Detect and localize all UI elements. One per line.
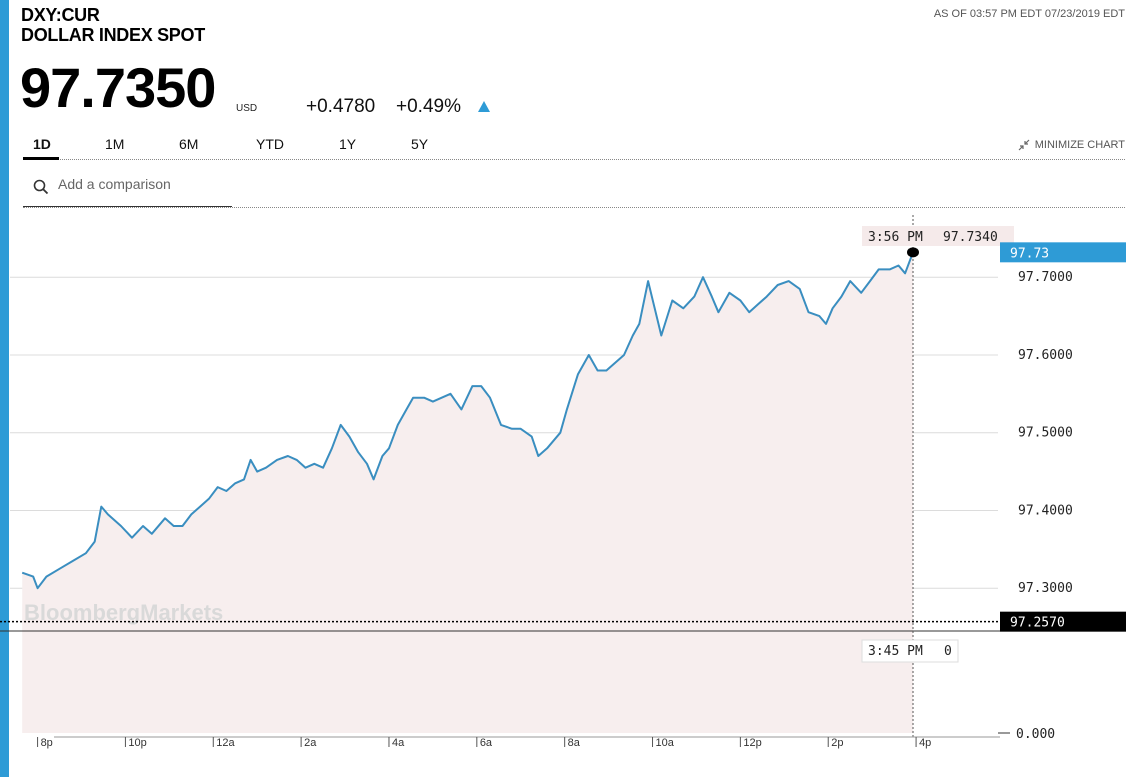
crosshair-label-bg [862, 226, 1014, 246]
ticker-symbol: DXY:CUR [21, 5, 100, 25]
price-change: +0.4780 [306, 96, 376, 117]
x-tick-label: 8a [568, 737, 581, 749]
tab-5y[interactable]: 5Y [411, 136, 429, 152]
x-tick-label: 10p [128, 737, 146, 749]
previous-close-label: 97.2570 [1010, 616, 1065, 631]
crosshair-lower-value-label: 0 [944, 644, 952, 659]
minimize-icon [1018, 139, 1030, 151]
x-tick-label: 10a [656, 737, 675, 749]
y-tick-label: 97.5000 [1018, 426, 1073, 441]
comparison-search [23, 170, 232, 207]
crosshair-lower-label-bg [861, 639, 959, 663]
last-price: 97.7350 [20, 56, 216, 119]
x-tick-label: 6a [480, 737, 493, 749]
crosshair-value-label: 97.7340 [943, 230, 998, 245]
tab-1d[interactable]: 1D [33, 136, 51, 152]
up-arrow-icon [478, 101, 490, 112]
y-tick-label: 97.7000 [1018, 270, 1073, 285]
accent-bar [0, 0, 9, 777]
tab-1y[interactable]: 1Y [339, 136, 357, 152]
tab-1m[interactable]: 1M [105, 136, 125, 152]
minimize-chart-label: MINIMIZE CHART [1034, 139, 1125, 151]
price-area [22, 252, 913, 734]
volume-y-tick-label: 0.000 [1016, 727, 1055, 742]
timeframe-tabs: 1D 1M 6M YTD 1Y 5Y [23, 130, 1125, 160]
x-tick-label: 2a [304, 737, 317, 749]
x-tick-label: 4p [919, 737, 931, 749]
currency-label: USD [236, 103, 258, 114]
bloomberg-watermark: BloombergMarkets [24, 600, 223, 625]
search-icon [33, 179, 49, 195]
y-tick-label: 97.6000 [1018, 348, 1073, 363]
x-tick-label: 12a [216, 737, 235, 749]
tab-ytd[interactable]: YTD [256, 136, 284, 152]
x-tick-label: 2p [831, 737, 843, 749]
x-tick-label: 8p [41, 737, 53, 749]
price-line [21, 251, 914, 590]
y-tick-label: 97.4000 [1018, 503, 1073, 518]
price-change-percent: +0.49% [396, 96, 461, 117]
minimize-chart-button[interactable]: MINIMIZE CHART [1018, 139, 1125, 151]
last-value-label: 97.73 [1010, 246, 1049, 261]
active-tab-indicator [23, 157, 59, 160]
x-tick-label: 12p [743, 737, 761, 749]
crosshair-lower-time-label: 3:45 PM [868, 644, 923, 659]
last-point-marker [907, 247, 919, 258]
comparison-bar [23, 160, 1125, 208]
last-value-badge [1000, 242, 1126, 263]
comparison-search-input[interactable] [58, 176, 228, 192]
crosshair-time-label: 3:56 PM [868, 230, 923, 245]
previous-close-badge [1000, 611, 1126, 632]
tab-6m[interactable]: 6M [179, 136, 199, 152]
x-tick-label: 4a [392, 737, 405, 749]
as-of-timestamp: AS OF 03:57 PM EDT 07/23/2019 EDT [933, 8, 1125, 20]
y-tick-label: 97.3000 [1018, 581, 1073, 596]
instrument-name: DOLLAR INDEX SPOT [21, 25, 205, 45]
